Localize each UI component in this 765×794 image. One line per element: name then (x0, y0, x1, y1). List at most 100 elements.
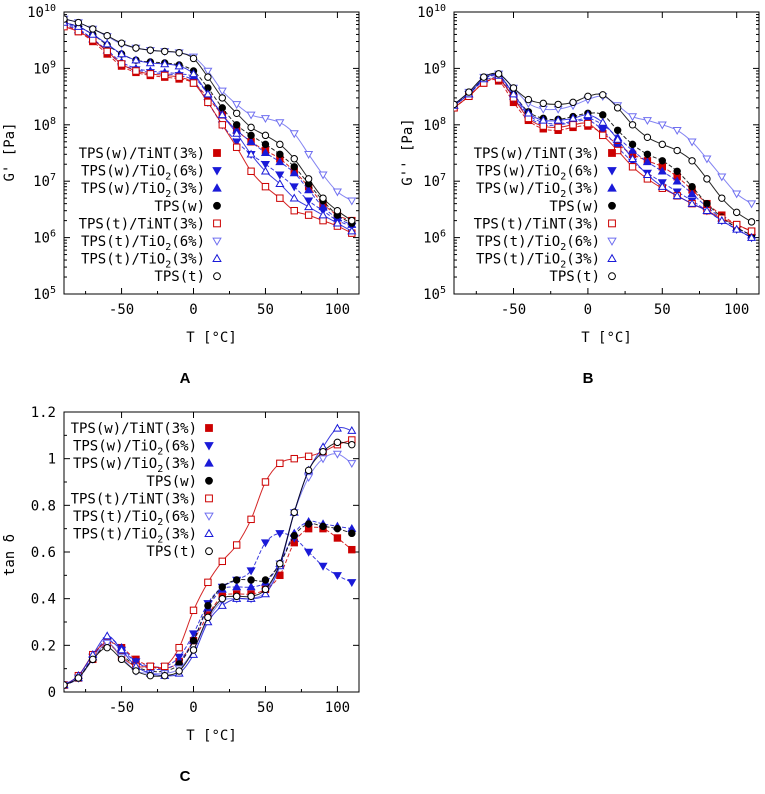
data-point (89, 655, 97, 664)
data-point (348, 216, 356, 225)
data-point (465, 88, 473, 96)
y-tick-base: 10 (423, 174, 440, 190)
data-point (480, 73, 488, 81)
data-point (598, 117, 608, 126)
x-tick-label: 50 (257, 700, 274, 716)
y-tick-label: 105 (423, 285, 446, 303)
legend-marker (607, 237, 617, 246)
legend-label: TPS(t)/TiO2(6%) (73, 509, 197, 528)
data-point (232, 541, 241, 549)
data-point (613, 104, 622, 112)
y-tick-base: 10 (27, 5, 44, 21)
data-point (732, 190, 742, 199)
data-point (204, 98, 212, 107)
data-point (703, 199, 711, 208)
data-point (289, 193, 299, 202)
data-point (642, 117, 652, 126)
y-tick-label: 1010 (27, 3, 56, 21)
x-tick-label: 50 (654, 302, 671, 318)
data-point (672, 176, 682, 185)
data-point (218, 121, 226, 129)
data-point (289, 183, 299, 192)
y-tick-label: 108 (423, 116, 446, 134)
data-point (189, 54, 198, 63)
y-axis-label: G'' [Pa] (400, 118, 416, 185)
data-point (628, 140, 637, 149)
legend-marker (204, 528, 214, 538)
data-point (247, 576, 255, 584)
y-tick-base: 10 (417, 5, 434, 21)
data-point (290, 531, 298, 540)
data-point (747, 200, 757, 209)
data-point (290, 508, 298, 517)
plot-area (454, 70, 757, 243)
data-point (247, 167, 255, 175)
panel-label-c: C (180, 768, 191, 785)
data-point (627, 154, 638, 163)
y-tick-value: 0.2 (31, 638, 56, 654)
data-point (319, 522, 327, 531)
data-point (188, 630, 199, 639)
y-tick-exponent: 7 (50, 172, 56, 183)
y-tick-exponent: 6 (50, 229, 56, 240)
data-point (275, 179, 285, 188)
data-point (584, 119, 592, 128)
y-tick-label: 0.2 (31, 638, 56, 654)
data-point (642, 157, 652, 166)
x-tick-label: -50 (501, 302, 526, 318)
legend-label: TPS(w) (146, 474, 197, 490)
data-point (174, 61, 184, 70)
data-point (509, 84, 518, 92)
data-point (304, 197, 314, 206)
data-point (304, 548, 314, 557)
data-point (232, 109, 241, 117)
data-point (117, 60, 126, 68)
data-point (747, 232, 757, 241)
data-point (553, 115, 563, 124)
data-point (702, 206, 712, 214)
data-point (568, 113, 578, 122)
y-tick-label: 106 (33, 229, 56, 247)
data-point (261, 182, 270, 191)
data-point (232, 592, 241, 601)
y-tick-label: 1010 (417, 3, 446, 21)
data-point (643, 150, 652, 158)
data-point (102, 639, 112, 648)
data-point (304, 185, 314, 194)
data-point (275, 171, 285, 180)
series-line (64, 24, 352, 222)
data-point (454, 100, 458, 109)
data-point (333, 438, 342, 447)
data-point (146, 671, 155, 680)
y-tick-label: 0 (48, 685, 56, 701)
y-tick-base: 10 (33, 174, 50, 190)
data-point (304, 211, 313, 219)
data-point (217, 600, 227, 609)
legend: TPS(w)/TiNT(3%) TPS(w)/TiO2(6%)TPS(w)/TiO… (79, 146, 222, 285)
legend-marker (608, 201, 616, 210)
legend-label: TPS(w)/TiNT(3%) (79, 146, 205, 162)
data-point (89, 25, 97, 33)
data-point (583, 110, 593, 119)
data-point (599, 91, 607, 99)
y-tick-label: 105 (33, 285, 56, 303)
y-tick-value: 1.2 (31, 405, 56, 421)
x-tick-label: -50 (109, 700, 134, 716)
y-tick-base: 10 (33, 61, 50, 77)
legend-label: TPS(w)/TiNT(3%) (474, 146, 600, 162)
legend: TPS(w)/TiNT(3%) TPS(w)/TiO2(6%)TPS(w)/TiO… (474, 146, 617, 285)
data-point (218, 104, 226, 112)
data-point (569, 98, 577, 107)
data-point (103, 32, 111, 40)
legend-marker (205, 547, 213, 556)
data-point (747, 218, 756, 226)
data-point (117, 645, 127, 654)
data-point (569, 121, 577, 129)
data-point (276, 559, 284, 568)
data-point (189, 646, 198, 654)
data-point (318, 562, 328, 571)
panel-label-b: B (583, 370, 594, 387)
x-axis-label: T [°C] (186, 330, 237, 346)
